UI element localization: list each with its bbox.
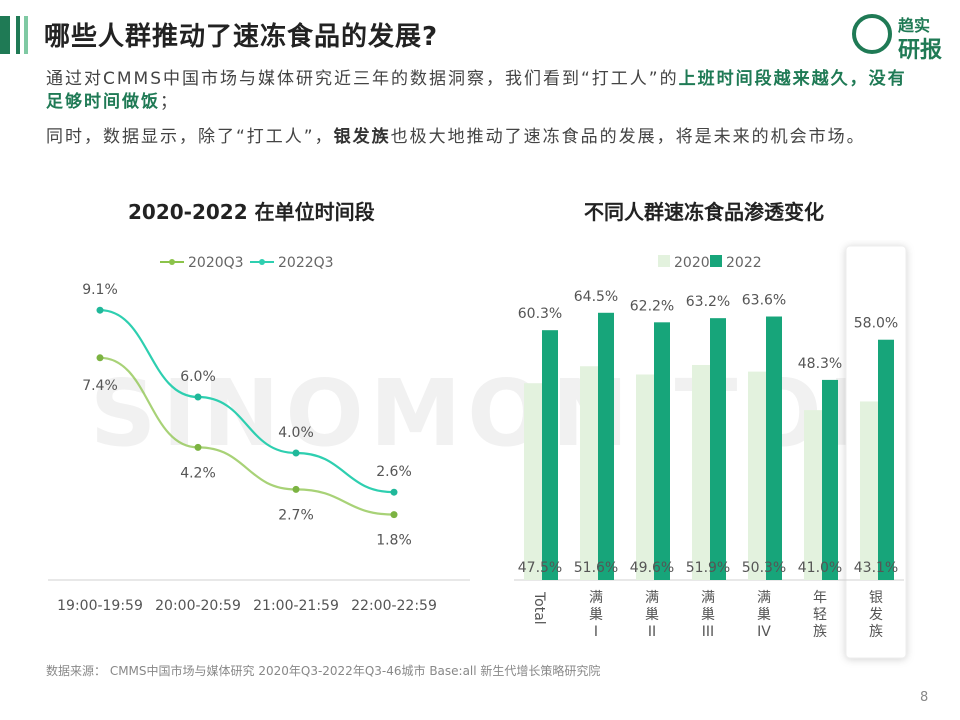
logo-text-top: 趋实 bbox=[898, 16, 931, 35]
intro-p2-suffix: 也极大地推动了速冻食品的发展，将是未来的机会市场。 bbox=[390, 127, 866, 147]
bar-2022 bbox=[822, 379, 838, 580]
bar-data-label-2022: 62.2% bbox=[630, 298, 674, 314]
bar-data-label-2020: 41.0% bbox=[798, 560, 842, 576]
title-accent-bar-thin bbox=[16, 16, 20, 54]
legend-label-2022: 2022 bbox=[726, 255, 762, 271]
logo-text-bottom: 研报 bbox=[898, 38, 943, 63]
logo-q-icon bbox=[852, 14, 892, 54]
bar-data-label-2020: 43.1% bbox=[854, 560, 898, 576]
line-data-label-2020Q3: 2.7% bbox=[278, 507, 314, 523]
bar-x-tick-label: 满巢 III bbox=[701, 590, 715, 640]
bar-2020 bbox=[804, 410, 822, 580]
line-point-2022Q3 bbox=[390, 488, 398, 496]
intro-paragraph-2: 同时，数据显示，除了“打工人”，银发族也极大地推动了速冻食品的发展，将是未来的机… bbox=[46, 126, 916, 149]
bar-2020 bbox=[860, 401, 878, 580]
bar-data-label-2022: 60.3% bbox=[518, 306, 562, 322]
line-data-label-2020Q3: 7.4% bbox=[82, 378, 118, 394]
brand-logo: 趋实 研报 bbox=[852, 12, 952, 63]
legend-swatch-2022 bbox=[710, 255, 722, 267]
bar-data-label-2022: 63.6% bbox=[742, 293, 786, 309]
bar-chart-title: 不同人群速冻食品渗透变化 bbox=[584, 200, 824, 224]
intro-paragraph-1: 通过对CMMS中国市场与媒体研究近三年的数据洞察，我们看到“打工人”的上班时间段… bbox=[46, 68, 916, 114]
legend-marker-2022Q3 bbox=[259, 259, 265, 265]
bar-x-tick-label: 满巢 II bbox=[645, 590, 659, 640]
line-chart-x-tick-label: 20:00-20:59 bbox=[155, 598, 241, 614]
bar-2022 bbox=[710, 318, 726, 580]
bar-2022 bbox=[878, 339, 894, 580]
bar-2022 bbox=[654, 322, 670, 580]
line-data-label-2020Q3: 1.8% bbox=[376, 533, 412, 549]
page-number: 8 bbox=[920, 690, 929, 705]
legend-label-2022Q3: 2022Q3 bbox=[278, 255, 334, 271]
intro-p1-suffix: ； bbox=[160, 92, 179, 112]
intro-p2-bold: 银发族 bbox=[333, 127, 391, 147]
line-point-2022Q3 bbox=[96, 306, 104, 314]
line-data-label-2020Q3: 4.2% bbox=[180, 465, 216, 481]
bar-x-tick-label: 满巢 IV bbox=[757, 590, 771, 640]
legend-label-2020: 2020 bbox=[674, 255, 710, 271]
line-point-2020Q3 bbox=[292, 485, 300, 493]
line-point-2022Q3 bbox=[194, 393, 202, 401]
line-data-label-2022Q3: 9.1% bbox=[82, 282, 118, 298]
bar-data-label-2022: 58.0% bbox=[854, 316, 898, 332]
bar-x-tick-label: Total bbox=[531, 591, 547, 625]
bar-2020 bbox=[524, 383, 542, 580]
intro-p2-prefix: 同时，数据显示，除了“打工人”， bbox=[46, 127, 334, 147]
line-data-label-2022Q3: 2.6% bbox=[376, 464, 412, 480]
bar-2020 bbox=[692, 364, 710, 580]
bar-x-tick-label: 满巢 I bbox=[589, 590, 603, 640]
bar-2020 bbox=[580, 366, 598, 580]
bar-data-label-2020: 51.9% bbox=[686, 560, 730, 576]
intro-p1-highlight: 上班时间段越来越久，没有足够时间做饭 bbox=[46, 69, 907, 112]
bar-chart: 2020 2022 47.5% 60.3% Total 51.6% 64.5% 满巢 I 49.6… bbox=[514, 245, 907, 659]
bar-data-label-2022: 48.3% bbox=[798, 356, 842, 372]
bar-x-tick-label: 年轻族 bbox=[813, 590, 827, 640]
legend-swatch-2020 bbox=[658, 255, 670, 267]
title-accent-bar bbox=[0, 16, 10, 54]
line-chart-title: 2020-2022 在单位时间段 bbox=[128, 200, 375, 224]
line-chart-x-tick-label: 21:00-21:59 bbox=[253, 598, 339, 614]
line-chart-x-tick-label: 19:00-19:59 bbox=[57, 598, 143, 614]
line-data-label-2022Q3: 4.0% bbox=[278, 425, 314, 441]
bar-data-label-2020: 50.3% bbox=[742, 560, 786, 576]
bar-data-label-2020: 51.6% bbox=[574, 560, 618, 576]
bar-data-label-2022: 63.2% bbox=[686, 294, 730, 310]
line-point-2020Q3 bbox=[96, 354, 104, 362]
bar-2022 bbox=[766, 316, 782, 580]
bar-2020 bbox=[636, 374, 654, 580]
line-series-2020Q3 bbox=[99, 356, 395, 516]
bar-2022 bbox=[542, 330, 558, 580]
title-accent-bar-light bbox=[24, 16, 28, 54]
line-point-2022Q3 bbox=[292, 449, 300, 457]
bar-data-label-2022: 64.5% bbox=[574, 289, 618, 305]
page-title: 哪些人群推动了速冻食品的发展? bbox=[44, 22, 439, 52]
legend-label-2020Q3: 2020Q3 bbox=[188, 255, 244, 271]
line-data-label-2022Q3: 6.0% bbox=[180, 369, 216, 385]
line-point-2020Q3 bbox=[390, 511, 398, 519]
line-chart: 19:00-19:59 20:00-20:59 21:00-21:59 22:00-2… bbox=[48, 255, 470, 614]
bar-2022 bbox=[598, 312, 614, 580]
line-point-2020Q3 bbox=[194, 443, 202, 451]
bar-data-label-2020: 47.5% bbox=[518, 560, 562, 576]
bar-x-tick-label: 银发族 bbox=[869, 590, 883, 640]
line-series-2022Q3 bbox=[99, 309, 395, 494]
line-chart-x-tick-label: 22:00-22:59 bbox=[351, 598, 437, 614]
intro-p1-prefix: 通过对CMMS中国市场与媒体研究近三年的数据洞察，我们看到“打工人”的 bbox=[46, 69, 679, 89]
data-source: 数据来源： CMMS中国市场与媒体研究 2020年Q3-2022年Q3-46城市… bbox=[46, 664, 601, 678]
bar-data-label-2020: 49.6% bbox=[630, 560, 674, 576]
bar-2020 bbox=[748, 371, 766, 580]
legend-marker-2020Q3 bbox=[169, 259, 175, 265]
